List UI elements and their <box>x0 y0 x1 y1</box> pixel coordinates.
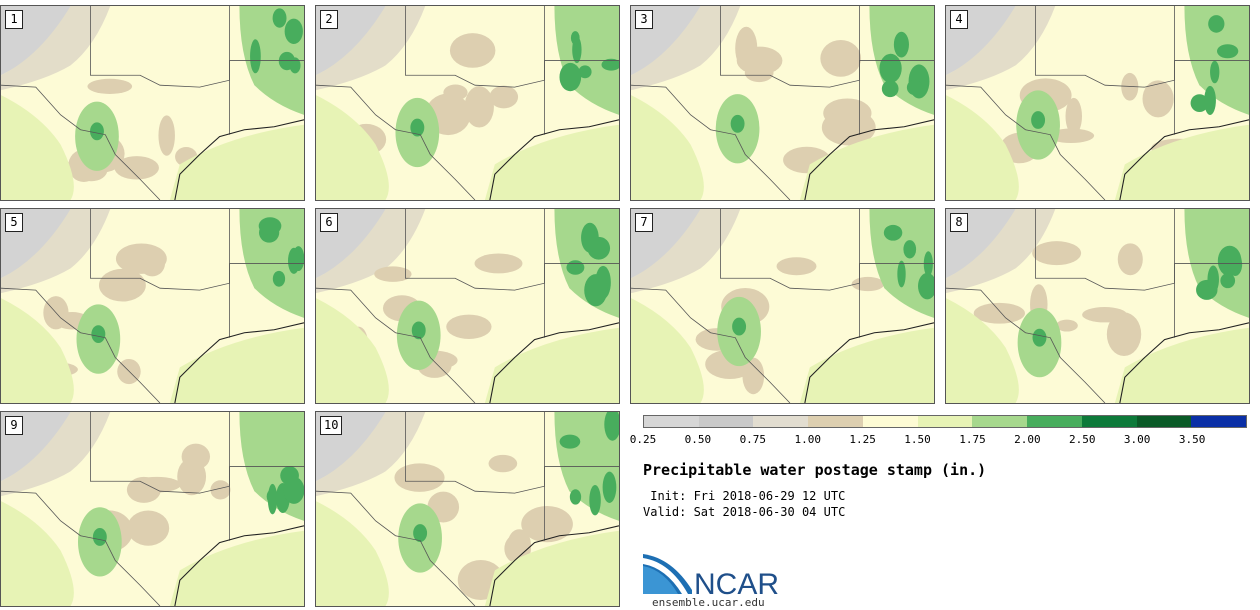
chart-title: Precipitable water postage stamp (in.) <box>643 461 987 479</box>
colorbar-segment <box>1027 416 1082 427</box>
colorbar-tick-label: 1.75 <box>959 433 986 446</box>
map-panel: 9 <box>0 411 305 607</box>
map-panel: 6 <box>315 208 620 404</box>
colorbar-tick-label: 0.75 <box>739 433 767 446</box>
colorbar-tick-label: 2.00 <box>1014 433 1041 446</box>
colorbar-segment <box>917 416 973 427</box>
init-time: Init: Fri 2018-06-29 12 UTC <box>643 489 846 503</box>
panel-label: 10 <box>320 416 343 435</box>
map-panel: 5 <box>0 208 305 404</box>
panel-label: 2 <box>320 10 338 29</box>
colorbar-segment <box>862 416 918 427</box>
panel-label: 4 <box>950 10 968 29</box>
map-panel: 2 <box>315 5 620 201</box>
colorbar-tick-label: 2.50 <box>1069 433 1096 446</box>
valid-time: Valid: Sat 2018-06-30 04 UTC <box>643 505 846 519</box>
colorbar-segment <box>808 416 863 427</box>
logo-text: NCAR <box>694 568 779 598</box>
map-panel: 4 <box>945 5 1250 201</box>
map-panel: 3 <box>630 5 935 201</box>
colorbar-segment <box>1081 416 1137 427</box>
ncar-logo: NCAR <box>643 554 779 598</box>
panel-label: 6 <box>320 213 338 232</box>
panel-label: 1 <box>5 10 23 29</box>
colorbar-segment <box>1191 416 1247 427</box>
panel-label: 9 <box>5 416 23 435</box>
colorbar <box>643 415 1247 428</box>
colorbar-segment <box>1136 416 1192 427</box>
colorbar-tick-label: 0.50 <box>684 433 712 446</box>
colorbar-tick-label: 3.00 <box>1123 433 1151 446</box>
panel-label: 7 <box>635 213 653 232</box>
panel-label: 3 <box>635 10 653 29</box>
colorbar-tick-label: 3.50 <box>1178 433 1206 446</box>
colorbar-segment <box>698 416 754 427</box>
panel-label: 8 <box>950 213 968 232</box>
panel-label: 5 <box>5 213 23 232</box>
logo-url: ensemble.ucar.edu <box>652 596 765 609</box>
colorbar-tick-label: 1.25 <box>849 433 876 446</box>
colorbar-tick-label: 0.25 <box>629 433 657 446</box>
map-panel: 8 <box>945 208 1250 404</box>
colorbar-tick-label: 1.00 <box>794 433 821 446</box>
colorbar-segment <box>972 416 1028 427</box>
map-panel: 7 <box>630 208 935 404</box>
colorbar-tick-label: 1.50 <box>904 433 931 446</box>
colorbar-segment <box>753 416 809 427</box>
map-panel: 1 <box>0 5 305 201</box>
colorbar-segment <box>644 416 699 427</box>
map-panel: 10 <box>315 411 620 607</box>
